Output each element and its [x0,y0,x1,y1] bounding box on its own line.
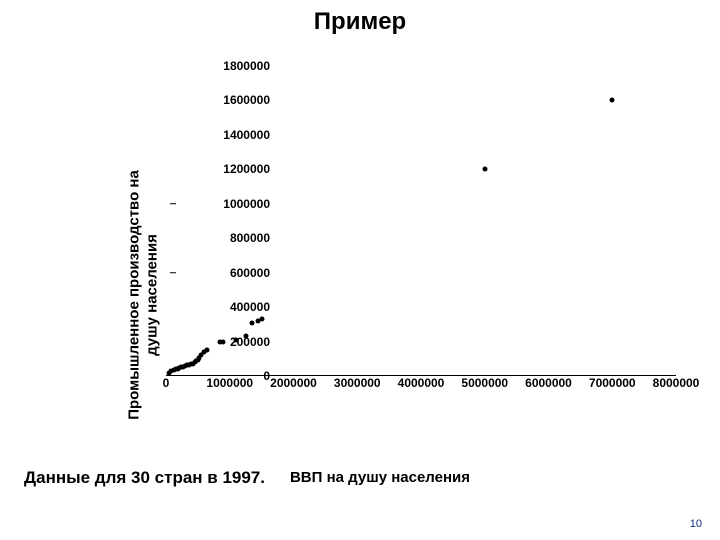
y-tick-label: 1600000 [190,93,270,107]
page-title: Пример [0,8,720,36]
x-tick-label: 3000000 [334,376,381,390]
x-tick-label: 2000000 [270,376,317,390]
data-point [259,317,264,322]
y-tick-label: 800000 [190,231,270,245]
data-point [610,98,615,103]
y-tick-label: 1200000 [190,162,270,176]
x-tick-label: 6000000 [525,376,572,390]
y-axis-label-line1: Промышленное производство на [126,170,143,420]
x-tick-label: 8000000 [653,376,700,390]
y-tick-label: 400000 [190,300,270,314]
y-tick-label: 1000000 [190,197,270,211]
scatter-chart: Промышленное производство на душу населе… [70,60,690,430]
caption-text: Данные для 30 стран в 1997. [24,468,265,488]
y-tick-dash [170,203,176,205]
y-tick-label: 1400000 [190,128,270,142]
x-tick-label: 7000000 [589,376,636,390]
plot-region [166,66,676,376]
y-tick-label: 1800000 [190,59,270,73]
page-number: 10 [690,518,702,530]
y-tick-label: 600000 [190,266,270,280]
data-point [250,320,255,325]
y-tick-dash [170,272,176,274]
y-axis-label-line2: душу населения [144,234,161,356]
y-tick-label: 200000 [190,335,270,349]
data-point [482,167,487,172]
x-tick-label: 5000000 [461,376,508,390]
y-axis-label: Промышленное производство на душу населе… [134,130,154,460]
x-tick-label: 0 [163,376,170,390]
x-tick-label: 1000000 [206,376,253,390]
x-tick-label: 4000000 [398,376,445,390]
